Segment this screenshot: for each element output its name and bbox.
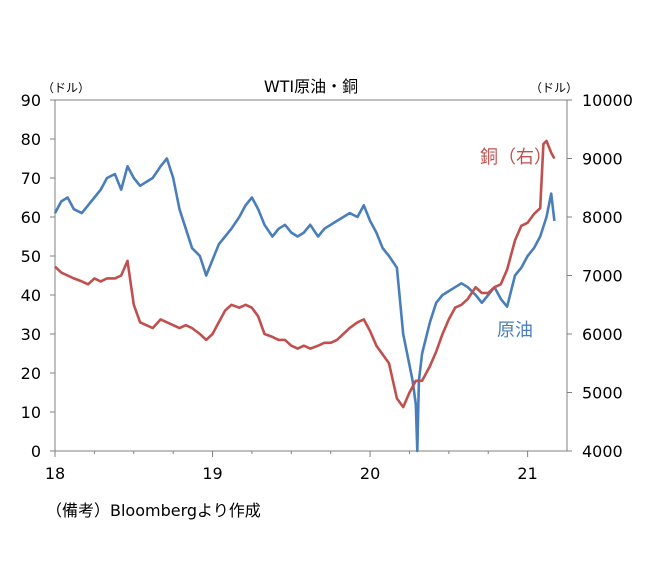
left-tick-label: 70 xyxy=(21,169,41,188)
x-tick-label: 21 xyxy=(517,464,537,483)
left-tick-label: 80 xyxy=(21,130,41,149)
left-axis-unit: （ドル） xyxy=(42,81,90,95)
left-tick-label: 40 xyxy=(21,286,41,305)
left-tick-label: 0 xyxy=(31,442,41,461)
right-axis-unit: （ドル） xyxy=(530,81,578,95)
chart-title: WTI原油・銅 xyxy=(264,77,358,96)
right-tick-label: 9000 xyxy=(582,150,623,169)
right-tick-label: 8000 xyxy=(582,208,623,227)
right-tick-label: 6000 xyxy=(582,325,623,344)
source-note: （備考）Bloombergより作成 xyxy=(46,501,261,520)
left-tick-label: 30 xyxy=(21,325,41,344)
right-tick-label: 7000 xyxy=(582,267,623,286)
left-tick-label: 20 xyxy=(21,364,41,383)
copper-series-line xyxy=(54,139,556,409)
right-tick-label: 4000 xyxy=(582,442,623,461)
series-label-copper: 銅（右） xyxy=(480,147,552,168)
series-lines xyxy=(53,139,556,453)
left-tick-label: 90 xyxy=(21,91,41,110)
left-tick-label: 50 xyxy=(21,247,41,266)
x-tick-label: 19 xyxy=(202,464,222,483)
x-tick-label: 20 xyxy=(360,464,380,483)
right-tick-label: 10000 xyxy=(582,91,633,110)
series-label-oil: 原油 xyxy=(497,320,533,341)
left-tick-label: 60 xyxy=(21,208,41,227)
left-tick-label: 10 xyxy=(21,403,41,422)
axis-ticks: 0 10 20 30 40 50 60 70 80 90 4000 5000 6000 7000 8000 9… xyxy=(21,91,633,483)
right-tick-label: 5000 xyxy=(582,384,623,403)
oil-series-line xyxy=(53,157,556,453)
x-tick-label: 18 xyxy=(45,464,65,483)
